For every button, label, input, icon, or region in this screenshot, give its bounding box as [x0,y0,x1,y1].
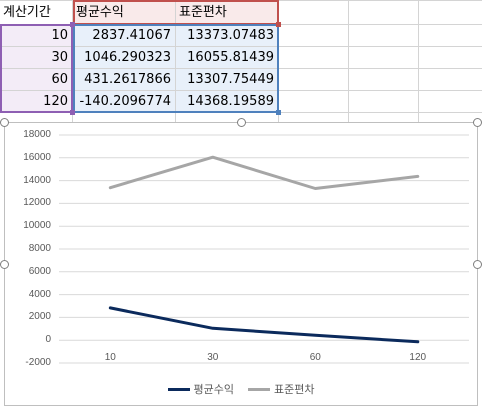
x-tick-label: 60 [309,352,321,363]
gridline [175,0,176,122]
legend-swatch-std-dev [248,387,270,391]
y-tick-label: -2000 [25,357,51,368]
series-line-std-dev[interactable] [108,155,420,190]
y-tick-label: 12000 [23,197,51,209]
y-tick-label: 18000 [23,129,51,140]
cell-std-dev[interactable]: 13373.07483 [176,25,278,46]
header-cell-period[interactable]: 계산기간 [0,1,72,24]
y-tick-label: 0 [45,334,51,346]
chart-resize-handle-top-right[interactable] [473,118,482,127]
x-tick-label: 10 [104,352,116,363]
gridline [0,90,482,91]
cell-avg-return[interactable]: -140.2096774 [73,91,175,112]
chart-resize-handle-right[interactable] [473,260,482,269]
chart-legend[interactable]: 평균수익 표준편차 [5,381,477,397]
chart-plot [59,134,469,364]
legend-item-std-dev[interactable]: 표준편차 [248,381,314,397]
y-tick-label: 8000 [28,243,51,254]
y-tick-label: 6000 [28,265,51,277]
gridline [0,46,482,47]
chart-resize-handle-top[interactable] [237,118,246,127]
y-tick-label: 14000 [23,174,51,186]
cell-period[interactable]: 30 [0,47,72,68]
gridline [348,0,349,122]
cell-period[interactable]: 10 [0,25,72,46]
range-handle[interactable] [276,22,281,27]
chart-resize-handle-top-left[interactable] [0,118,9,127]
cell-avg-return[interactable]: 1046.290323 [73,47,175,68]
gridline [418,0,419,122]
range-handle[interactable] [70,22,75,27]
x-tick-label: 30 [207,352,219,363]
cell-std-dev[interactable]: 14368.19589 [176,91,278,112]
series-line-avg-return[interactable] [108,306,420,344]
y-tick-label: 16000 [23,151,51,163]
legend-item-avg-return[interactable]: 평균수익 [167,381,234,397]
cell-period[interactable]: 60 [0,69,72,90]
cell-period[interactable]: 120 [0,91,72,112]
legend-swatch-avg-return [167,387,190,391]
legend-label-avg-return: 평균수익 [193,383,234,396]
header-cell-avg-return[interactable]: 평균수익 [73,1,175,24]
gridline [278,0,279,122]
cell-std-dev[interactable]: 13307.75449 [176,69,278,90]
cell-avg-return[interactable]: 2837.41067 [73,25,175,46]
cell-avg-return[interactable]: 431.2617866 [73,69,175,90]
range-handle[interactable] [70,110,75,115]
header-cell-std-dev[interactable]: 표준편차 [176,1,278,24]
line-chart[interactable]: 18000 16000 14000 12000 10000 8000 6000 4000 200… [4,122,478,406]
y-tick-label: 10000 [23,220,51,232]
x-tick-label: 120 [409,352,427,363]
cell-std-dev[interactable]: 16055.81439 [176,47,278,68]
chart-resize-handle-left[interactable] [0,260,9,269]
y-tick-label: 4000 [28,288,51,300]
gridline [0,68,482,69]
y-tick-label: 2000 [28,311,51,323]
legend-label-std-dev: 표준편차 [274,383,315,396]
range-handle[interactable] [276,110,281,115]
